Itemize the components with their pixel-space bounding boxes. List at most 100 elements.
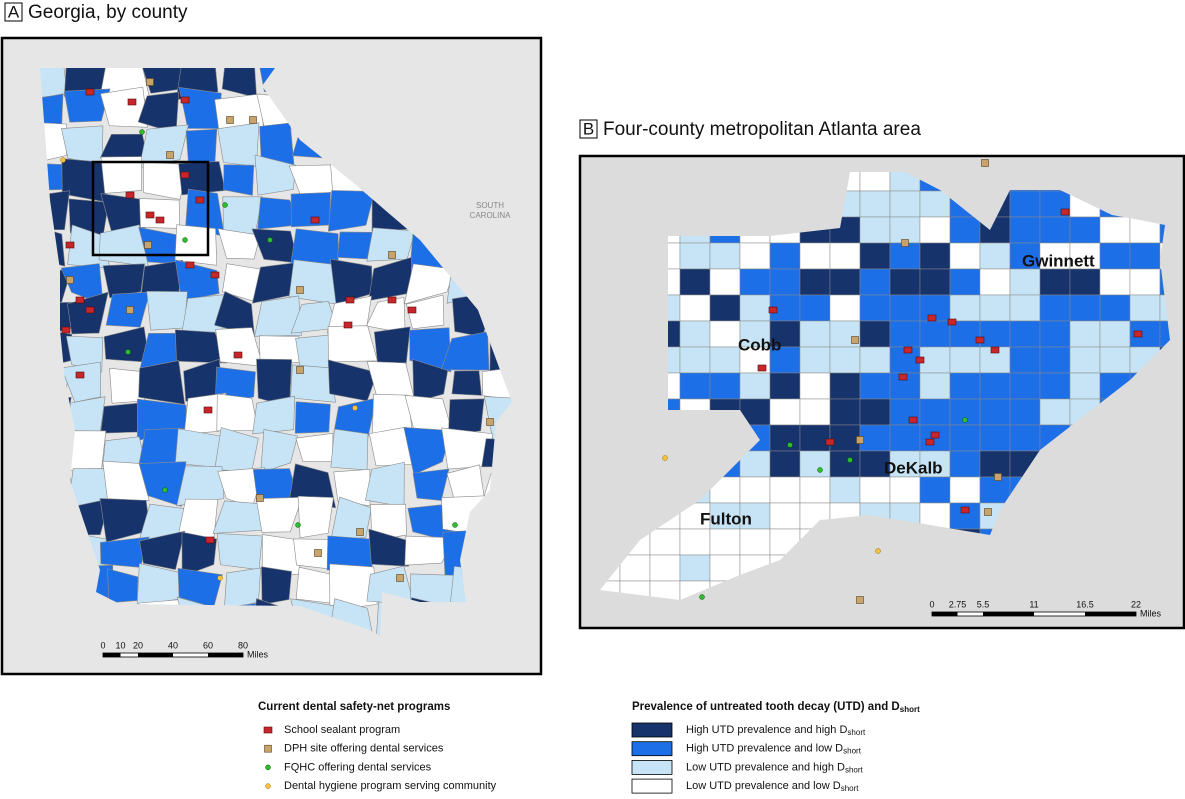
panel-title: Georgia, by county <box>28 2 188 23</box>
hygiene-marker <box>265 783 271 789</box>
fqhc-marker <box>125 349 131 355</box>
legend-label: Low UTD prevalence and high Dshort <box>686 761 864 774</box>
tract <box>1069 320 1101 348</box>
tract <box>709 554 741 582</box>
legend-text: High UTD prevalence and low D <box>686 743 843 755</box>
sealant-marker <box>233 351 243 359</box>
tract <box>1159 320 1170 348</box>
inset-box <box>91 160 210 257</box>
tract <box>1069 294 1101 322</box>
tract <box>1009 398 1041 426</box>
tract <box>979 320 1011 348</box>
county <box>370 503 407 542</box>
tract <box>1039 398 1071 426</box>
county <box>175 259 220 302</box>
tract <box>889 216 921 244</box>
county <box>260 429 298 474</box>
dph-marker <box>256 494 264 502</box>
sealant-marker <box>65 241 75 249</box>
tract <box>709 268 741 296</box>
fqhc-marker <box>699 594 705 600</box>
tract <box>949 346 981 374</box>
dph-marker <box>264 744 272 753</box>
tract <box>709 372 741 400</box>
scale-unit: Miles <box>1140 608 1162 618</box>
dph-marker <box>984 508 992 516</box>
tract <box>889 450 921 478</box>
tract <box>1009 216 1041 244</box>
dph-marker <box>356 528 364 536</box>
county <box>214 291 255 336</box>
sealant-marker <box>1060 208 1070 216</box>
tract <box>1009 268 1041 296</box>
legend-label: High UTD prevalence and high Dshort <box>686 724 866 737</box>
county <box>183 392 227 435</box>
sealant-marker <box>927 314 937 322</box>
county <box>100 156 142 194</box>
tract <box>979 450 1011 478</box>
tract <box>979 476 1011 504</box>
sealant-marker <box>210 271 220 279</box>
county <box>297 495 334 539</box>
tract <box>889 320 921 348</box>
dph-marker <box>166 151 174 159</box>
tract <box>649 528 681 556</box>
fqhc-marker <box>267 237 273 243</box>
sealant-marker <box>407 306 417 314</box>
legend-text: Low UTD prevalence and high D <box>686 761 845 773</box>
tract <box>1039 268 1071 296</box>
sealant-marker <box>127 98 137 106</box>
county <box>412 358 449 403</box>
scale-segment <box>932 612 958 616</box>
legend-subscript: short <box>847 728 866 737</box>
tract <box>919 268 951 296</box>
hygiene-marker <box>352 405 358 411</box>
dph-marker <box>981 159 989 167</box>
tract <box>979 398 1011 426</box>
sealant-marker <box>930 431 940 439</box>
sealant-marker <box>975 336 985 344</box>
legend-subscript: short <box>843 747 862 756</box>
legend-subscript: short <box>841 784 860 793</box>
legend-label: High UTD prevalence and low Dshort <box>686 743 862 756</box>
tract <box>829 450 861 478</box>
legend-text: High UTD prevalence and high D <box>686 724 847 736</box>
tract <box>709 528 741 556</box>
scale-segment <box>138 653 173 657</box>
county <box>252 395 296 435</box>
tract <box>1039 294 1071 322</box>
tract <box>859 450 891 478</box>
county <box>294 401 331 434</box>
tract <box>709 320 741 348</box>
county <box>403 427 452 476</box>
sealant-marker <box>903 346 913 354</box>
fqhc-marker <box>182 237 188 243</box>
county <box>216 533 263 571</box>
tract <box>1129 242 1161 270</box>
legend-text: Low UTD prevalence and low D <box>686 780 841 792</box>
legend-title: Current dental safety-net programs <box>258 701 450 713</box>
dph-marker <box>314 549 322 557</box>
sealant-marker <box>825 438 835 446</box>
legend-title: Prevalence of untreated tooth decay (UTD… <box>632 701 920 714</box>
county <box>138 461 187 507</box>
tract <box>1099 320 1131 348</box>
tract <box>979 268 1011 296</box>
sealant-marker <box>960 506 970 514</box>
county <box>333 468 371 507</box>
sealant-marker <box>75 296 85 304</box>
sealant-marker <box>1133 330 1143 338</box>
tract <box>679 554 711 582</box>
scale-segment <box>208 653 243 657</box>
county <box>295 432 334 462</box>
scale-label: 40 <box>168 640 178 650</box>
tract <box>799 320 831 348</box>
sealant-marker <box>195 196 205 204</box>
legend-swatch <box>631 760 673 775</box>
dph-marker <box>856 436 864 444</box>
tract <box>709 242 741 270</box>
fqhc-marker <box>962 417 968 423</box>
tract <box>979 372 1011 400</box>
fqhc-marker <box>162 487 168 493</box>
